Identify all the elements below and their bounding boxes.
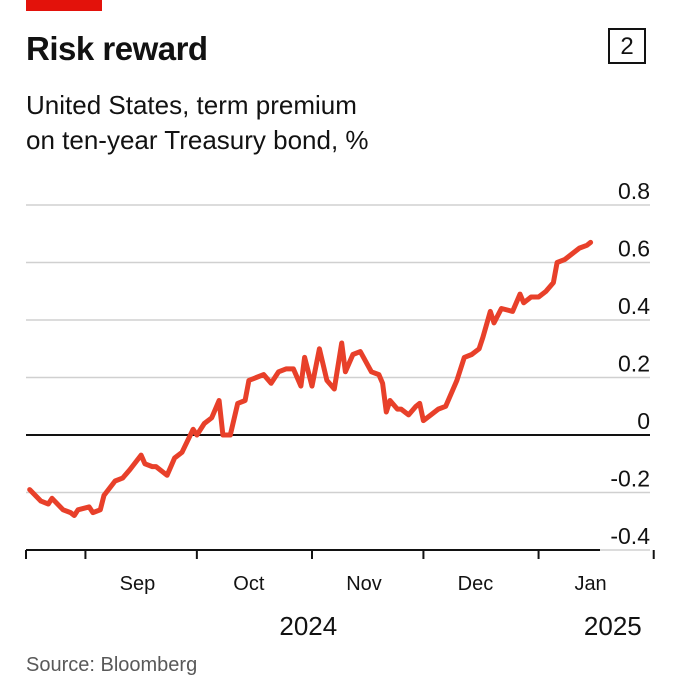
chart-title: Risk reward [26, 30, 208, 67]
chart-number-badge: 2 [608, 28, 646, 64]
x-tick-label: Jan [574, 573, 606, 595]
y-tick-label: 0 [637, 408, 650, 434]
chart-subtitle: United States, term premium on ten-year … [26, 88, 446, 158]
series-layer [27, 239, 594, 518]
x-tick-label: Sep [120, 573, 156, 595]
y-axis-tick-labels: -0.4 -0.2 0 0.2 0.4 0.6 0.8 [610, 178, 650, 549]
subtitle-line-1: United States, term premium [26, 90, 357, 120]
subtitle-line-2: on ten-year Treasury bond, % [26, 125, 369, 155]
y-tick-label: 0.6 [618, 236, 650, 262]
y-tick-label: 0.2 [618, 351, 650, 377]
y-tick-label: -0.2 [610, 466, 650, 492]
series-line [27, 239, 594, 518]
brand-accent-bar [26, 0, 102, 11]
x-tick-label: Nov [346, 573, 382, 595]
year-label: 2025 [584, 611, 642, 641]
y-tick-label: -0.4 [610, 523, 650, 549]
x-tick-label: Oct [233, 573, 265, 595]
source-note: Source: Bloomberg [26, 654, 198, 676]
x-axis: Sep Oct Nov Dec Jan 2024 2025 [25, 549, 655, 641]
y-tick-label: 0.4 [618, 293, 650, 319]
y-tick-label: 0.8 [618, 178, 650, 204]
year-label: 2024 [279, 611, 337, 641]
x-tick-label: Dec [458, 573, 494, 595]
